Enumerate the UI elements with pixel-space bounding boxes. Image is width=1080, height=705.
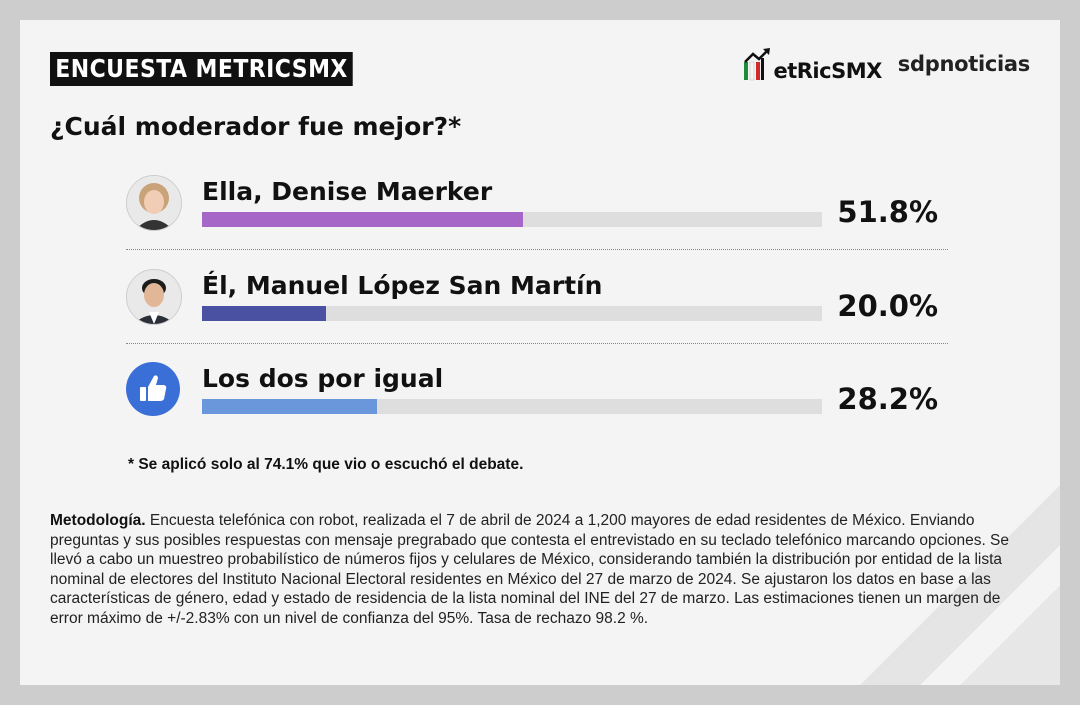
bar-track [202, 399, 822, 414]
option-label: Ella, Denise Maerker [202, 177, 493, 206]
bar-track [202, 212, 822, 227]
result-row: Los dos por igual 28.2% [126, 362, 948, 452]
poll-card: ENCUESTA METRICSMX etRicSMX sdpnoticias … [20, 20, 1060, 685]
percent-label: 20.0% [837, 289, 938, 323]
methodology-label: Metodología. [50, 512, 146, 529]
result-row: Ella, Denise Maerker 51.8% [126, 175, 948, 265]
bar-fill [202, 306, 326, 321]
thumbs-up-icon [126, 362, 180, 416]
bar-fill [202, 212, 524, 227]
man-portrait-icon [126, 269, 182, 325]
sdpnoticias-logo: sdpnoticias [897, 52, 1031, 76]
footnote: * Se aplicó solo al 74.1% que vio o escu… [128, 456, 524, 473]
option-label: Él, Manuel López San Martín [202, 271, 603, 300]
methodology-text: Encuesta telefónica con robot, realizada… [50, 512, 1010, 627]
percent-label: 28.2% [837, 382, 938, 416]
metricsmx-logo: etRicSMX [743, 46, 882, 83]
bar-fill [202, 399, 377, 414]
metricsmx-chart-icon [744, 48, 771, 81]
metricsmx-logo-text: etRicSMX [773, 59, 882, 83]
option-label: Los dos por igual [202, 364, 444, 393]
methodology: Metodología. Encuesta telefónica con rob… [50, 511, 1022, 628]
background-stripes [860, 485, 1060, 685]
row-divider [126, 249, 948, 250]
result-row: Él, Manuel López San Martín 20.0% [126, 269, 948, 359]
woman-portrait-icon [126, 175, 182, 231]
percent-label: 51.8% [837, 195, 938, 229]
bar-track [202, 306, 822, 321]
survey-badge: ENCUESTA METRICSMX [50, 52, 354, 86]
poll-question: ¿Cuál moderador fue mejor?* [50, 112, 462, 141]
logo-group: etRicSMX sdpnoticias [743, 44, 1030, 84]
row-divider [126, 343, 948, 344]
